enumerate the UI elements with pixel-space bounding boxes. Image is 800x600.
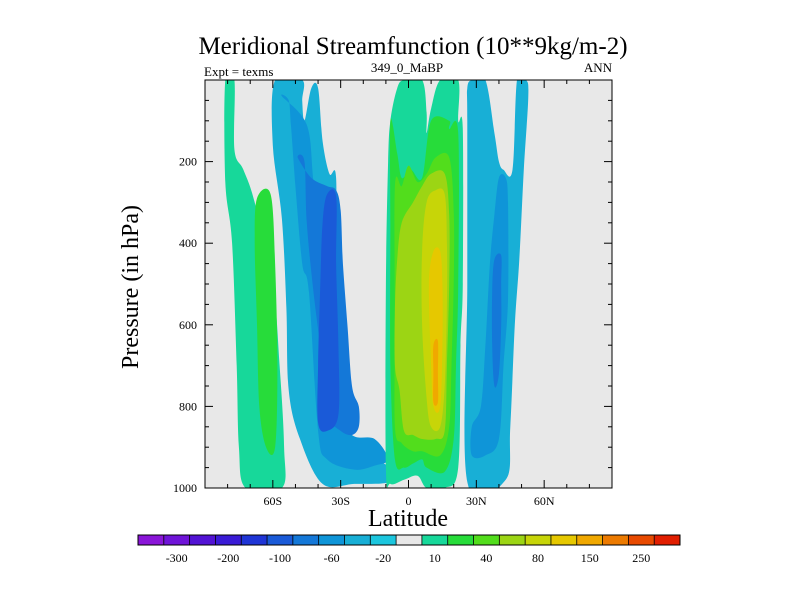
colorbar-swatch xyxy=(628,535,655,545)
colorbar-swatch xyxy=(499,535,526,545)
x-tick-label: 30N xyxy=(466,494,487,508)
y-axis: 200 400 600 800 1000 xyxy=(173,99,612,495)
colorbar-label: -200 xyxy=(217,551,239,565)
colorbar-swatch xyxy=(421,535,449,545)
x-tick-label: 30S xyxy=(331,494,350,508)
sh-ferrel-cell xyxy=(271,80,395,488)
x-axis-label: Latitude xyxy=(368,506,448,532)
x-tick-label: 0 xyxy=(406,494,412,508)
colorbar-label: 250 xyxy=(632,551,650,565)
colorbar-swatch xyxy=(525,535,552,545)
colorbar-swatch xyxy=(370,535,397,545)
colorbar-swatch xyxy=(163,535,190,545)
nh-ferrel-cell-level--20 xyxy=(470,174,509,459)
x-tick-label: 60N xyxy=(534,494,555,508)
colorbar-swatch xyxy=(550,535,578,545)
season-label: ANN xyxy=(584,60,613,75)
chart-title: Meridional Streamfunction (10**9kg/m-2) xyxy=(198,33,627,60)
hadley-cell-level-150 xyxy=(433,338,439,406)
nh-ferrel-cell-level--40 xyxy=(491,253,502,388)
nh-ferrel-cell xyxy=(464,80,529,488)
y-tick-label: 400 xyxy=(179,236,197,250)
colorbar-swatch xyxy=(396,535,423,545)
colorbar-swatch xyxy=(602,535,629,545)
colorbar-label: -100 xyxy=(269,551,291,565)
colorbar-swatch xyxy=(189,535,216,545)
colorbar-label: 80 xyxy=(532,551,544,565)
experiment-label: Expt = texms xyxy=(204,64,273,79)
colorbar-label: 40 xyxy=(480,551,492,565)
y-tick-label: 1000 xyxy=(173,481,197,495)
colorbar: -300 -200 -100 -60 -20 10 40 80 150 250 xyxy=(137,534,681,565)
colorbar-swatch xyxy=(267,535,294,545)
colorbar-label: -20 xyxy=(375,551,391,565)
contour-fills xyxy=(224,80,529,488)
sh-ferrel-cell-level--60 xyxy=(317,189,340,432)
colorbar-swatch xyxy=(138,535,165,545)
colorbar-frame xyxy=(137,534,681,546)
colorbar-swatch xyxy=(292,535,319,545)
period-label: 349_0_MaBP xyxy=(371,60,443,75)
colorbar-label: -60 xyxy=(324,551,340,565)
hadley-cell-level-100 xyxy=(428,247,443,413)
colorbar-label: 150 xyxy=(581,551,599,565)
colorbar-swatch xyxy=(318,535,345,545)
colorbar-swatch xyxy=(447,535,474,545)
y-tick-label: 200 xyxy=(179,155,197,169)
hadley-cell xyxy=(385,80,464,488)
sh-polar-cell-level-20 xyxy=(254,188,278,456)
y-tick-label: 600 xyxy=(179,318,197,332)
colorbar-swatch xyxy=(215,535,242,545)
colorbar-swatch xyxy=(654,535,681,545)
y-tick-label: 800 xyxy=(179,399,197,413)
colorbar-swatch xyxy=(473,535,500,545)
sh-polar-cell xyxy=(224,80,286,488)
x-tick-label: 60S xyxy=(263,494,282,508)
y-axis-label: Pressure (in hPa) xyxy=(118,205,144,369)
colorbar-swatch xyxy=(241,535,268,545)
x-axis: 60S 30S 0 30N 60N xyxy=(227,80,590,508)
colorbar-swatch xyxy=(576,535,603,545)
colorbar-label: -300 xyxy=(166,551,188,565)
colorbar-swatch xyxy=(344,535,371,545)
colorbar-label: 10 xyxy=(429,551,441,565)
